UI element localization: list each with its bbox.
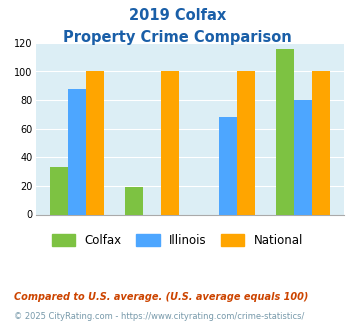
Bar	[294, 100, 312, 214]
Bar	[125, 187, 143, 214]
Bar	[50, 167, 68, 214]
Bar	[86, 72, 104, 214]
Legend: Colfax, Illinois, National: Colfax, Illinois, National	[47, 229, 308, 251]
Text: Compared to U.S. average. (U.S. average equals 100): Compared to U.S. average. (U.S. average …	[14, 292, 308, 302]
Bar	[312, 72, 330, 214]
Bar	[161, 72, 179, 214]
Text: 2019 Colfax: 2019 Colfax	[129, 8, 226, 23]
Text: Property Crime Comparison: Property Crime Comparison	[63, 30, 292, 45]
Bar	[237, 72, 255, 214]
Bar	[68, 89, 86, 214]
Bar	[219, 117, 237, 214]
Text: © 2025 CityRating.com - https://www.cityrating.com/crime-statistics/: © 2025 CityRating.com - https://www.city…	[14, 312, 305, 321]
Bar	[276, 49, 294, 214]
